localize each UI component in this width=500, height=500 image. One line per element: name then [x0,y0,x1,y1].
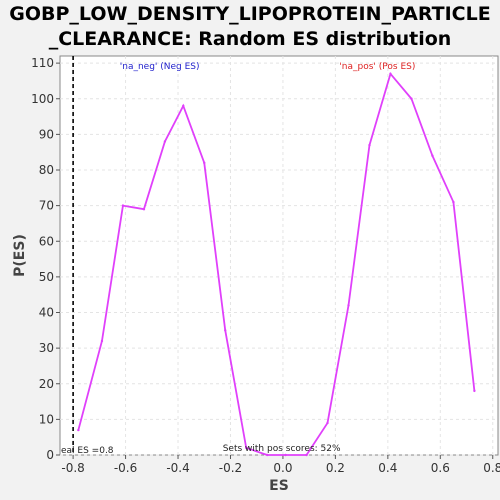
neg-es-label: 'na_neg' (Neg ES) [120,62,200,72]
x-axis-title: ES [269,478,289,494]
y-axis-title: P(ES) [12,234,28,277]
plot-area [59,55,499,456]
y-tick-label: 80 [39,163,54,177]
y-tick-label: 10 [39,412,54,426]
x-tick-label: -0.8 [61,461,84,475]
series-point [224,329,227,332]
y-tick-label: 50 [39,270,54,284]
y-tick-label: 0 [46,448,54,462]
series-point [245,446,248,450]
series-point [347,304,350,307]
series-point [121,204,125,207]
y-tick-label: 20 [39,377,54,391]
x-tick-label: 0.8 [483,461,500,475]
series-point [163,140,167,143]
x-axis-ticks: -0.8 -0.6 -0.4 -0.2 0.0 0.2 0.4 0.6 0.8 [61,455,500,475]
series-point [182,104,185,108]
grid-lines [60,56,498,456]
series-point [368,143,371,147]
x-tick-label: 0.4 [378,461,397,475]
x-tick-label: -0.2 [219,461,242,475]
series-point [305,453,308,457]
series-point [473,389,476,393]
chart-title-line-2: _CLEARANCE: Random ES distribution [48,28,452,50]
x-tick-label: 0.0 [273,461,292,475]
y-tick-label: 30 [39,341,54,355]
y-tick-label: 60 [39,234,54,248]
series-point [203,161,206,165]
series-point [265,453,269,457]
y-tick-label: 40 [39,306,54,320]
series-point [142,207,146,211]
series-point [431,154,434,157]
chart-title-line-1: GOBP_LOW_DENSITY_LIPOPROTEIN_PARTICLE [9,3,491,25]
x-tick-label: 0.2 [326,461,345,475]
chart-title: GOBP_LOW_DENSITY_LIPOPROTEIN_PARTICLE _C… [0,2,500,52]
y-tick-label: 100 [31,92,54,106]
series-line [77,71,476,456]
x-tick-label: -0.4 [166,461,189,475]
y-axis-ticks: 0 10 20 30 40 50 60 70 80 90 100 110 [31,56,60,462]
series-point [100,339,104,343]
y-tick-label: 70 [39,199,54,213]
y-tick-label: 110 [31,56,54,70]
series-point [389,72,392,76]
series-point [452,200,455,204]
series-points [77,72,476,457]
series-point [410,97,413,100]
observed-es-label: eal ES =0.8 [61,446,114,456]
series-point [326,421,329,425]
series-point [284,453,287,457]
y-tick-label: 90 [39,127,54,141]
x-tick-label: 0.6 [431,461,450,475]
pos-es-label: 'na_pos' (Pos ES) [339,62,415,72]
pos-scores-note: Sets with pos scores: 52% [223,444,341,454]
x-tick-label: -0.6 [114,461,137,475]
series-point [77,428,80,432]
